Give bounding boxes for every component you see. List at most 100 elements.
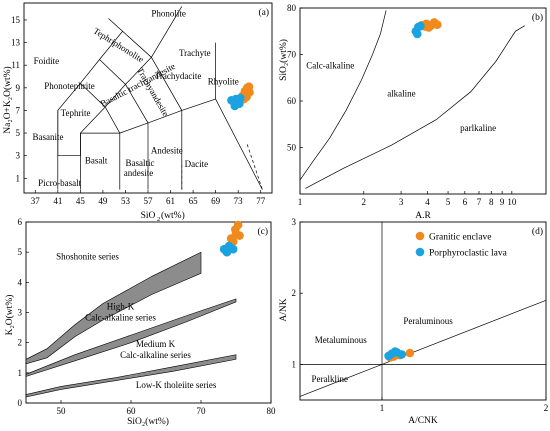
metaluminous-peraluminous-boundary xyxy=(299,299,547,397)
panel-d-acnk-ank-diagram: (d) Metaluminous Peraluminous Peralkline 1… xyxy=(279,217,548,426)
medium-k-band xyxy=(25,354,237,398)
data-point-porphyroclastic-lava xyxy=(384,351,393,361)
field-label-low-k-tholeiite-series: Low-K tholeiite series xyxy=(136,380,217,390)
panel-c-y-axis-title: K₂O(wt%) xyxy=(4,295,15,336)
panel-b-x-title: A.R xyxy=(415,211,431,221)
medium-k-line2: Calc-alkaline series xyxy=(120,350,191,360)
y-tick-label: 2 xyxy=(18,338,23,348)
field-label-alkaline: alkaline xyxy=(387,88,416,98)
y-tick-label: 2 xyxy=(292,288,297,298)
tas-boundary-line xyxy=(80,83,121,190)
y-tick-label: 1 xyxy=(292,359,297,369)
acnk-field-boundaries xyxy=(299,222,547,400)
legend-marker-granitic-enclave xyxy=(415,231,425,241)
y-tick-label: 3 xyxy=(18,308,23,318)
panel-a-data-points xyxy=(227,82,254,111)
y-tick-label: 50 xyxy=(287,143,297,153)
x-tick-label: 41 xyxy=(53,196,62,206)
x-tick-label: 1 xyxy=(380,403,385,413)
y-tick-label: 13 xyxy=(11,38,21,48)
y-tick-label: 80 xyxy=(287,3,297,13)
x-tick-label: 61 xyxy=(166,196,175,206)
x-tick-label: 57 xyxy=(144,196,154,206)
x-tick-label: 37 xyxy=(31,196,41,206)
basaltic-andesite-line1: Basaltic xyxy=(125,158,154,168)
y-tick-label: 11 xyxy=(11,60,20,70)
data-point-porphyroclastic-lava xyxy=(230,101,240,111)
y-tick-label: 0 xyxy=(18,398,23,408)
calc-alkaline-alkaline-boundary xyxy=(299,10,387,181)
x-tick-label: 53 xyxy=(121,196,131,206)
data-point-granitic-enclave xyxy=(235,231,244,240)
field-label-trachyte: Trachyte xyxy=(179,48,211,58)
field-label-metaluminous: Metaluminous xyxy=(315,335,367,345)
basaltic-andesite-line2: andesite xyxy=(124,168,154,178)
x-tick-label: 50 xyxy=(57,406,67,416)
x-tick-label: 70 xyxy=(197,406,207,416)
legend-label-porphyroclastic-lava: Porphyroclastic lava xyxy=(429,249,508,259)
legend-label-granitic-enclave: Granitic enclave xyxy=(429,233,492,243)
panel-b-y-title: SiO₂(wt%) xyxy=(278,39,289,81)
panel-a-x-title-part2: (wt%) xyxy=(161,210,185,221)
panel-c-x-title: SiO₂(wt%) xyxy=(127,416,169,427)
panel-d-ticks: 1 2 1 2 3 xyxy=(292,217,549,413)
panel-b-y-axis-title: SiO₂(wt%) xyxy=(278,39,289,81)
tas-boundary-line xyxy=(57,57,152,157)
tas-boundary-line xyxy=(80,98,263,190)
y-tick-label: 1 xyxy=(16,173,21,183)
y-tick-label: 1 xyxy=(18,368,23,378)
tas-boundary-line xyxy=(108,18,123,32)
tas-dashed-boundary xyxy=(246,144,263,190)
y-tick-label: 4 xyxy=(18,277,23,287)
data-point-granitic-enclave xyxy=(231,225,240,234)
field-label-basaltic-andesite: Basaltic andesite xyxy=(124,158,155,178)
data-point-porphyroclastic-lava xyxy=(236,93,245,103)
field-label-rhyolite: Rhyolite xyxy=(208,76,239,86)
field-label-phonolite: Phonolite xyxy=(151,9,186,19)
x-tick-label: 9 xyxy=(500,197,505,207)
field-label-basanite: Basanite xyxy=(32,132,63,142)
panel-d-data-points xyxy=(384,347,415,362)
x-tick-label: 45 xyxy=(76,196,86,206)
x-tick-label: 73 xyxy=(234,196,244,206)
panel-c-data-points xyxy=(219,220,244,257)
field-label-foidite: Foidite xyxy=(34,56,60,66)
x-tick-label: 65 xyxy=(189,196,199,206)
panel-b-data-points xyxy=(411,18,442,39)
panel-a-y-title: Na₂O+K₂O(wt%) xyxy=(2,66,13,133)
k2o-series-bands xyxy=(25,251,237,398)
x-tick-label: 69 xyxy=(211,196,221,206)
high-k-band xyxy=(25,298,237,377)
ar-field-boundaries xyxy=(299,10,525,189)
field-label-shoshonite-series: Shoshonite series xyxy=(56,252,119,262)
x-tick-label: 7 xyxy=(477,197,482,207)
panel-a-x-axis-title: SiO 2 (wt%) xyxy=(141,210,185,223)
panel-c-y-title: K₂O(wt%) xyxy=(4,295,15,336)
data-point-granitic-enclave xyxy=(226,234,236,243)
y-tick-label: 70 xyxy=(287,50,297,60)
data-point-porphyroclastic-lava xyxy=(397,350,407,359)
panel-c-ticks: 50 60 70 80 0 1 2 3 4 5 6 xyxy=(18,217,277,416)
medium-k-line1: Medium K xyxy=(136,339,176,349)
x-tick-label: 60 xyxy=(127,406,137,416)
x-tick-label: 77 xyxy=(256,196,266,206)
field-label-high-k-calc-alkaline-series: High-K Calc-alkaline series xyxy=(85,301,156,322)
ar-field-labels: Calc-alkaline alkaline parlkaline xyxy=(306,60,496,132)
panel-b-ticks: 1 2 3 4 5 6 7 8 9 10 50 60 70 80 xyxy=(287,3,517,207)
field-label-dacite: Dacite xyxy=(185,159,208,169)
y-tick-label: 15 xyxy=(11,15,21,25)
field-label-phonotephrite: Phonotephrite xyxy=(44,81,95,91)
tas-boundary-line xyxy=(99,59,149,190)
x-tick-label: 3 xyxy=(399,197,404,207)
panel-d-frame xyxy=(299,221,547,401)
x-tick-label: 2 xyxy=(544,403,549,413)
panel-d-x-title: A/CNK xyxy=(408,416,438,426)
field-label-parlkaline: parlkaline xyxy=(460,123,496,133)
alkaline-peralkaline-boundary xyxy=(305,25,525,189)
tas-boundary-line xyxy=(151,57,183,190)
